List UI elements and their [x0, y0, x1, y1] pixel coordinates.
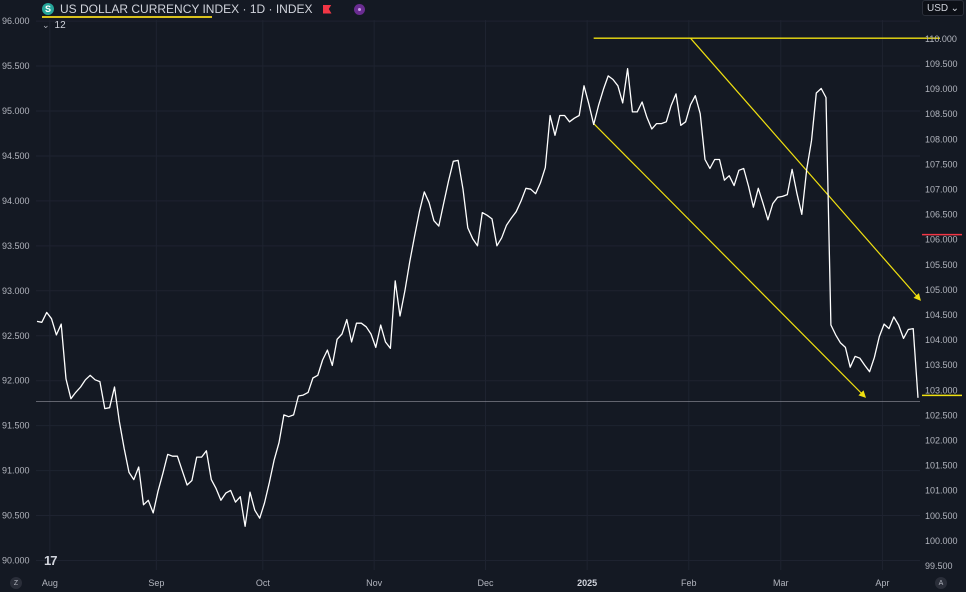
right-tick-label: 102.000 [925, 436, 958, 446]
zoom-button[interactable]: Z [10, 577, 22, 589]
right-tick-label: 108.500 [925, 109, 958, 119]
right-tick-label: 100.500 [925, 511, 958, 521]
right-tick-label: 108.000 [925, 134, 958, 144]
chevron-down-icon: ⌄ [950, 2, 959, 14]
time-tick-label: Aug [42, 578, 58, 588]
right-tick-label: 109.000 [925, 84, 958, 94]
symbol-icon[interactable]: S [42, 3, 54, 15]
time-tick-label: Apr [875, 578, 889, 588]
time-tick-label: Mar [773, 578, 789, 588]
indicator-toggle[interactable]: ⌄ 12 [42, 19, 66, 32]
chart-header: S US DOLLAR CURRENCY INDEX · 1D · INDEX [42, 1, 365, 17]
chart-title[interactable]: US DOLLAR CURRENCY INDEX · 1D · INDEX [60, 2, 313, 16]
left-tick-label: 95.000 [2, 106, 30, 116]
time-tick-label: Sep [148, 578, 164, 588]
auto-scale-button[interactable]: A [935, 577, 947, 589]
left-tick-label: 92.500 [2, 331, 30, 341]
left-tick-label: 90.500 [2, 511, 30, 521]
right-tick-label: 107.500 [925, 159, 958, 169]
lower-channel-line [593, 123, 867, 398]
right-tick-label: 104.000 [925, 335, 958, 345]
right-tick-label: 105.000 [925, 285, 958, 295]
title-underline [42, 16, 212, 18]
price-series [36, 68, 919, 527]
left-price-axis[interactable]: 96.000 95.500 95.000 94.500 94.000 93.500 93.0… [2, 16, 30, 565]
time-tick-label: Nov [366, 578, 383, 588]
right-tick-label: 109.500 [925, 59, 958, 69]
right-tick-label: 103.500 [925, 360, 958, 370]
alert-dot-icon[interactable] [353, 3, 365, 15]
right-tick-label: 105.500 [925, 260, 958, 270]
right-tick-label: 110.000 [925, 34, 957, 44]
right-tick-label: 106.000 [925, 235, 958, 245]
time-tick-label: Dec [477, 578, 494, 588]
left-tick-label: 91.500 [2, 421, 30, 431]
currency-select[interactable]: USD ⌄ [922, 0, 964, 16]
left-tick-label: 92.000 [2, 376, 30, 386]
right-tick-label: 101.000 [925, 486, 958, 496]
left-tick-label: 96.000 [2, 16, 30, 26]
left-tick-label: 95.500 [2, 61, 30, 71]
chart-grid [36, 20, 920, 570]
right-tick-label: 103.000 [925, 385, 958, 395]
trendline-drawings[interactable] [593, 37, 940, 398]
tradingview-logo: 17 [44, 553, 58, 568]
right-tick-label: 101.500 [925, 461, 958, 471]
left-tick-label: 93.500 [2, 241, 30, 251]
right-tick-label: 102.500 [925, 410, 958, 420]
currency-label: USD [927, 2, 949, 14]
right-tick-label: 100.000 [925, 536, 958, 546]
upper-channel-line [690, 37, 921, 301]
time-tick-label: Oct [256, 578, 271, 588]
left-tick-label: 93.000 [2, 286, 30, 296]
time-tick-label: Feb [681, 578, 697, 588]
indicator-count: 12 [54, 20, 66, 31]
right-price-axis[interactable]: 110.000 109.500 109.000 108.500 108.000 107.5… [922, 34, 962, 571]
right-tick-label: 104.500 [925, 310, 958, 320]
left-tick-label: 91.000 [2, 466, 30, 476]
right-tick-label: 107.000 [925, 185, 958, 195]
left-tick-label: 94.000 [2, 196, 30, 206]
time-tick-label: 2025 [577, 578, 597, 588]
right-tick-label: 99.500 [925, 561, 953, 571]
flag-icon[interactable] [322, 4, 332, 14]
left-tick-label: 94.500 [2, 151, 30, 161]
price-line [36, 68, 919, 527]
time-axis[interactable]: Aug Sep Oct Nov Dec 2025 Feb Mar Apr [42, 578, 890, 588]
right-tick-label: 106.500 [925, 210, 958, 220]
chevron-down-icon[interactable]: ⌄ [42, 20, 50, 30]
left-tick-label: 90.000 [2, 556, 30, 566]
